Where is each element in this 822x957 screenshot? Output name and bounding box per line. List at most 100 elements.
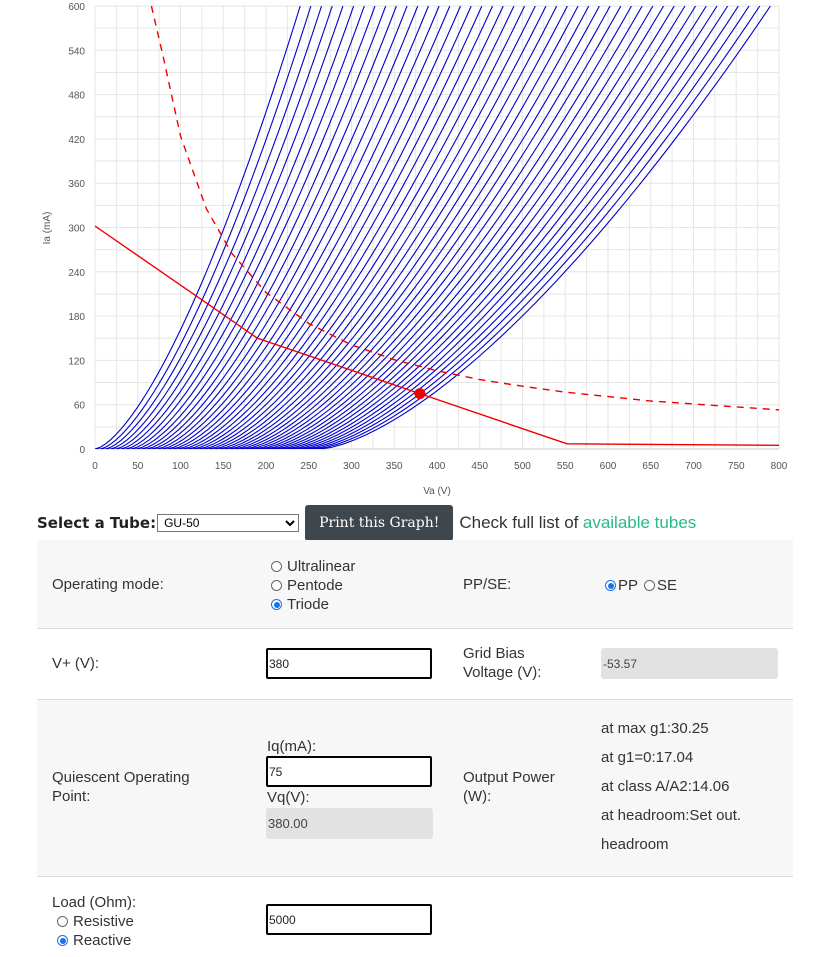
y-axis-label: Ia (mA) (42, 212, 53, 245)
x-tick-label: 350 (386, 461, 403, 472)
x-tick-label: 650 (642, 461, 659, 472)
radio-reactive[interactable] (57, 935, 68, 946)
tube-select[interactable]: GU-50 (157, 514, 300, 532)
vq-value: 380.00 (266, 808, 433, 839)
plate-curve (95, 6, 515, 449)
select-tube-label: Select a Tube: (37, 514, 157, 532)
radio-pentode[interactable] (271, 580, 282, 591)
plate-curve (95, 6, 643, 449)
plate-curve (95, 6, 729, 449)
vplus-input[interactable]: 380 (266, 648, 432, 679)
plate-curve (95, 6, 504, 449)
plate-curve (95, 6, 579, 449)
mode-triode-label: Triode (287, 596, 329, 613)
load-resistive-label: Resistive (73, 913, 134, 930)
plate-curve (95, 6, 632, 449)
plate-curve (95, 6, 611, 449)
plate-curve (95, 6, 600, 449)
mode-option-pentode[interactable]: Pentode (271, 576, 355, 595)
load-option-reactive[interactable]: Reactive (57, 931, 134, 950)
ppse-pp-label: PP (618, 577, 639, 594)
x-tick-label: 0 (92, 461, 98, 472)
plate-curve (95, 6, 355, 449)
ppse-options: PP SE (605, 576, 677, 595)
y-tick-label: 600 (68, 2, 85, 13)
plate-curve (95, 6, 397, 449)
power-max-g1: at max g1:30.25 (601, 720, 709, 737)
plate-curve (95, 6, 301, 449)
print-graph-button[interactable]: Print this Graph! (305, 505, 454, 541)
quiescent-label: Quiescent Operating Point: (52, 768, 190, 806)
radio-resistive[interactable] (57, 916, 68, 927)
power-headroom: at headroom:Set out. (601, 807, 742, 824)
plate-curve (95, 6, 451, 449)
output-power-label: Output Power (W): (463, 768, 555, 806)
iq-input[interactable]: 75 (266, 756, 432, 787)
plate-curve (95, 6, 547, 449)
plate-curve (95, 6, 697, 449)
plate-curve (95, 6, 665, 449)
ppse-option-se[interactable]: SE (644, 576, 677, 595)
plate-curve (95, 6, 568, 449)
plate-curve (95, 6, 761, 449)
full-list-text: Check full list of (459, 513, 579, 532)
operating-point-layer (414, 388, 426, 400)
vplus-row: V+ (V): 380 Grid Bias Voltage (V): -53.5… (37, 629, 793, 700)
mode-option-ultralinear[interactable]: Ultralinear (271, 557, 355, 576)
chart-tick-labels: 0 50 100 150 200 250 300 350 400 450 500 550 600 650 7… (68, 2, 787, 472)
ppse-se-label: SE (657, 577, 678, 594)
plate-curve (95, 6, 472, 449)
iq-label: Iq(mA): (267, 738, 317, 755)
output-power-label-line1: Output Power (463, 769, 555, 786)
power-g1-zero: at g1=0:17.04 (601, 749, 694, 766)
ppse-option-pp[interactable]: PP (605, 576, 638, 595)
plate-curve (95, 6, 771, 449)
load-option-resistive[interactable]: Resistive (57, 912, 134, 931)
quiescent-row: Quiescent Operating Point: Iq(mA): 75 Vq… (37, 700, 793, 877)
mode-option-triode[interactable]: Triode (271, 595, 355, 614)
power-headroom-cont: headroom (601, 836, 669, 853)
grid-bias-label-line2: Voltage (V): (463, 664, 542, 681)
x-tick-label: 250 (300, 461, 317, 472)
plate-curve (95, 6, 365, 449)
load-input[interactable]: 5000 (266, 904, 432, 935)
power-limit-curve (150, 6, 779, 411)
plate-curve (95, 6, 344, 449)
plate-curve (95, 6, 654, 449)
x-axis-label: Va (V) (423, 486, 451, 497)
power-limit-path (150, 6, 779, 411)
available-tubes-link[interactable]: available tubes (582, 513, 697, 532)
y-tick-label: 180 (68, 312, 85, 323)
plate-curve (95, 6, 739, 449)
radio-ultralinear[interactable] (271, 561, 282, 572)
grid-bias-label-line1: Grid Bias (463, 645, 525, 662)
x-tick-label: 750 (728, 461, 745, 472)
radio-triode[interactable] (271, 599, 282, 610)
x-tick-label: 200 (258, 461, 275, 472)
plate-curve (95, 6, 558, 449)
load-label: Load (Ohm): (52, 894, 137, 911)
x-tick-label: 50 (132, 461, 144, 472)
operating-mode-row: Operating mode: Ultralinear Pentode Trio… (37, 540, 793, 629)
x-tick-label: 500 (514, 461, 531, 472)
radio-pp[interactable] (605, 580, 616, 591)
x-tick-label: 800 (771, 461, 788, 472)
tube-selector-row: Select a Tube: GU-50 Print this Graph! C… (37, 505, 797, 541)
power-class-a: at class A/A2:14.06 (601, 778, 730, 795)
operating-point (414, 388, 426, 400)
plate-curve (95, 6, 429, 449)
y-tick-label: 60 (74, 401, 86, 412)
grid-bias-label: Grid Bias Voltage (V): (463, 644, 541, 682)
plate-curve (95, 6, 376, 449)
plate-curve (95, 6, 483, 449)
plate-curve (95, 6, 526, 449)
plate-curve (95, 6, 536, 449)
settings-form: Operating mode: Ultralinear Pentode Trio… (37, 540, 793, 957)
plate-curve (95, 6, 333, 449)
plate-curve (95, 6, 408, 449)
plate-curve (95, 6, 718, 449)
radio-se[interactable] (644, 580, 656, 591)
y-tick-label: 420 (68, 135, 85, 146)
quiescent-label-line1: Quiescent Operating (52, 769, 190, 786)
plate-curve (95, 6, 590, 449)
